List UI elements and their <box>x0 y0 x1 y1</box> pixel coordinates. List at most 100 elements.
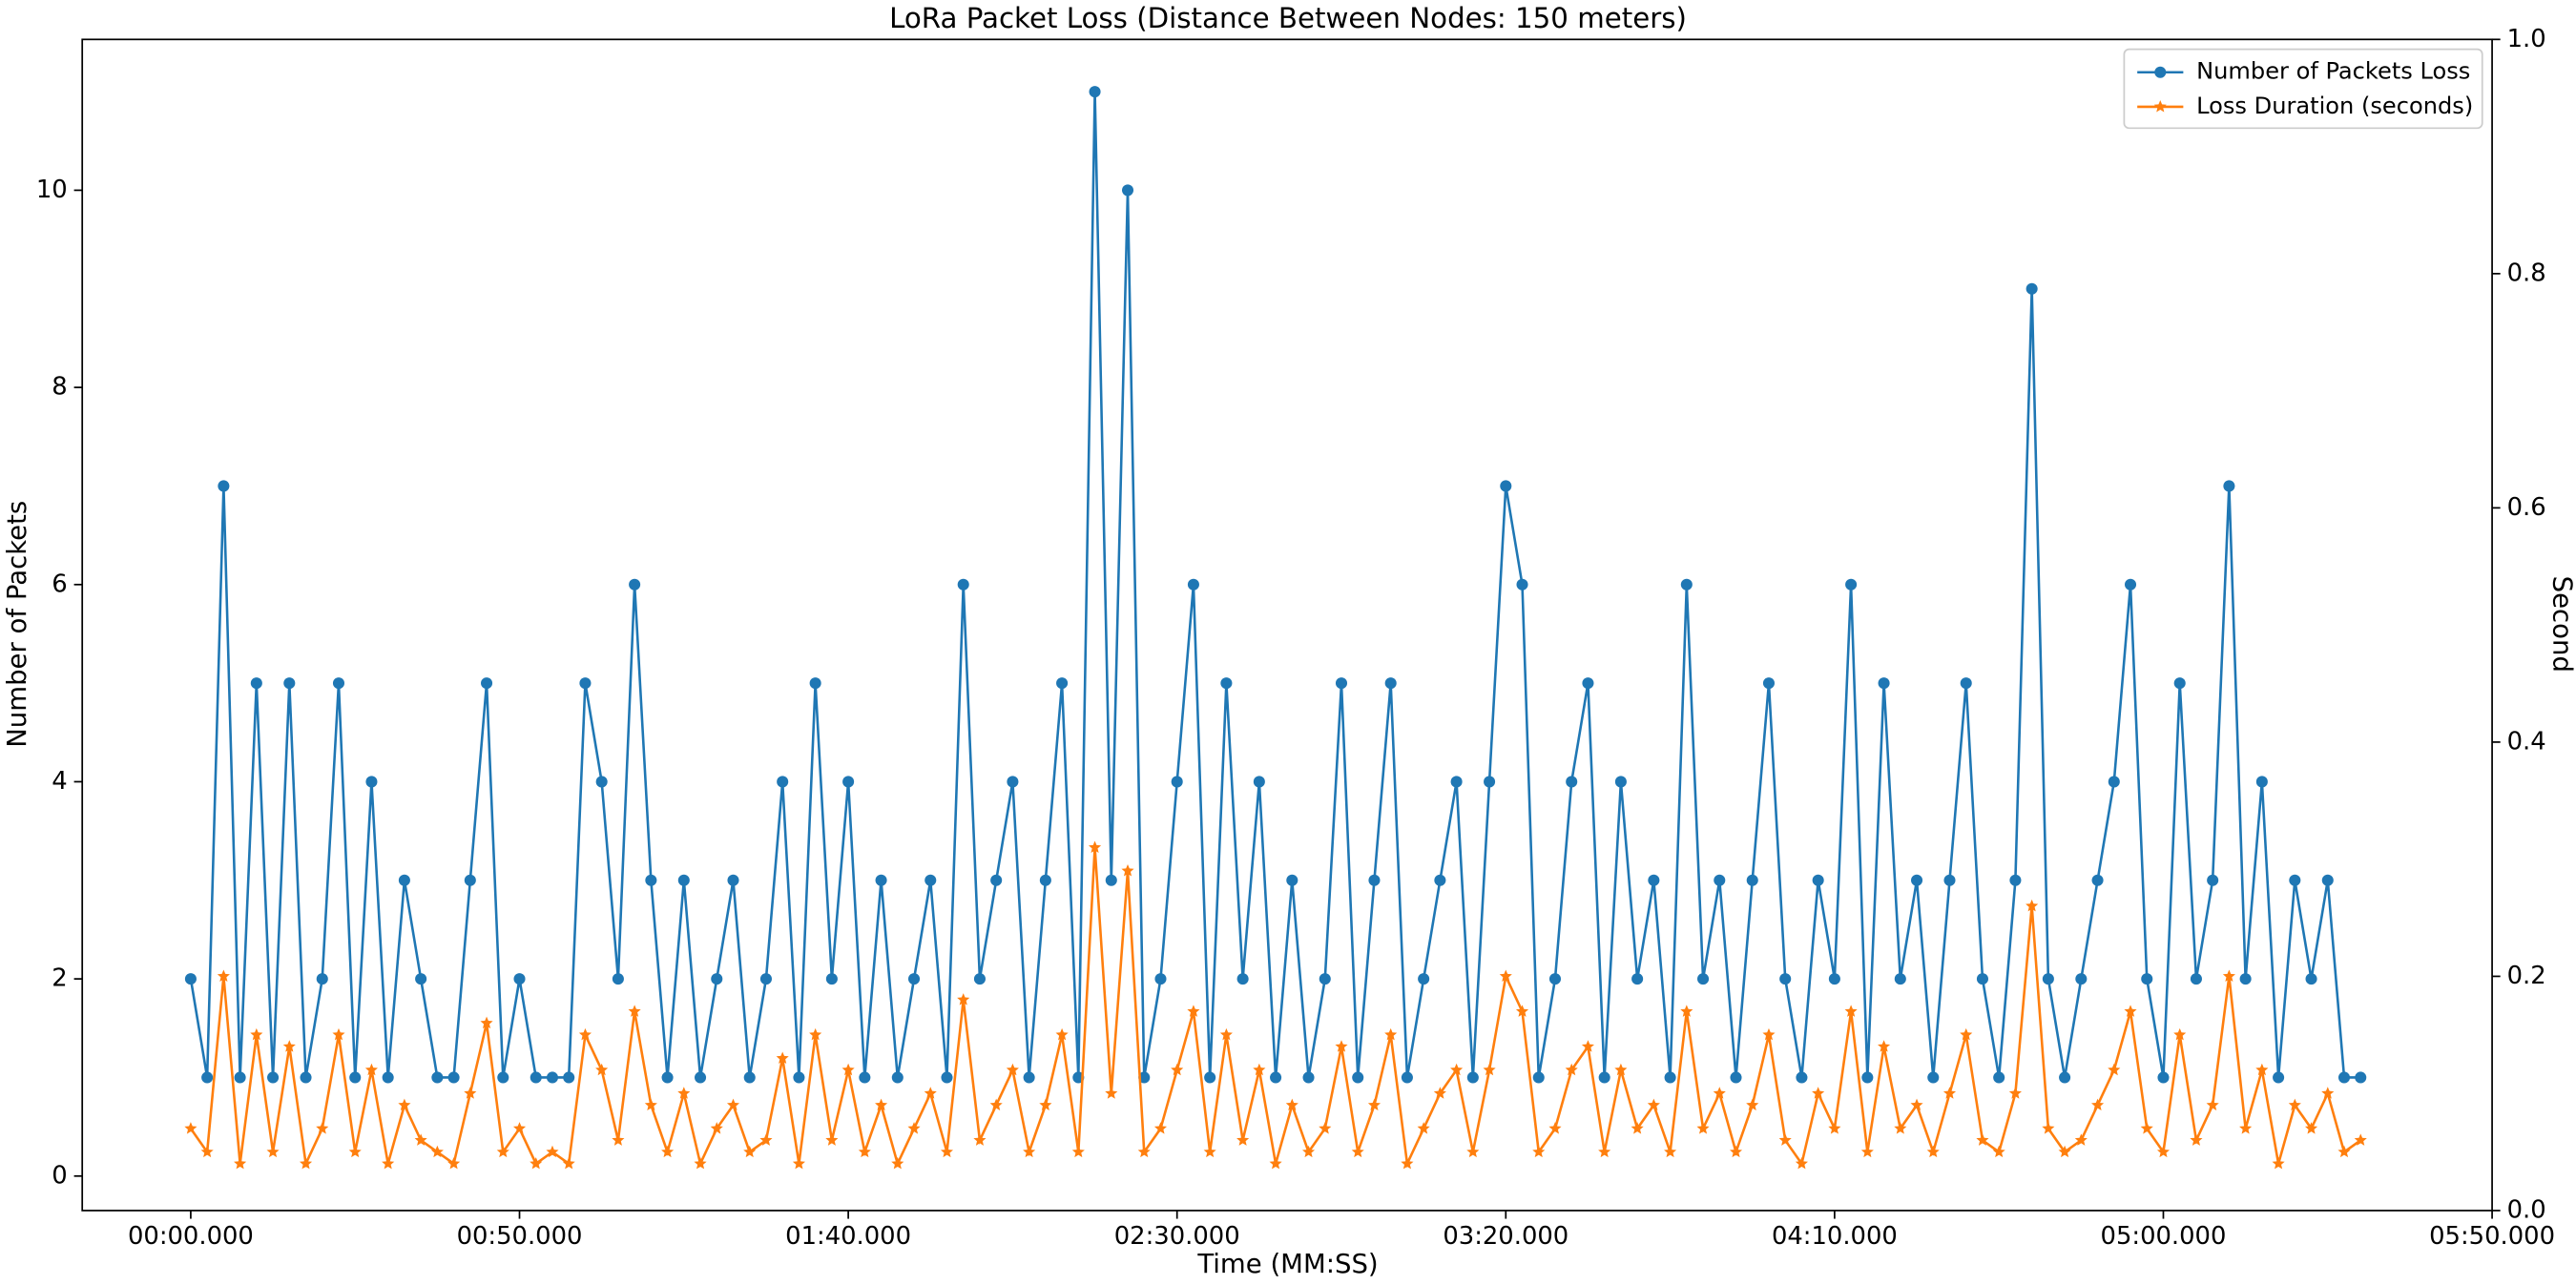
star-marker <box>1565 1063 1578 1076</box>
circle-marker <box>595 776 608 788</box>
star-marker <box>907 1122 921 1134</box>
star-marker <box>1121 864 1134 877</box>
y-tick-label: 0 <box>52 1161 67 1190</box>
circle-marker <box>1450 776 1463 788</box>
star-marker <box>1253 1063 1266 1076</box>
star-marker <box>973 1133 987 1146</box>
circle-marker <box>332 677 345 690</box>
circle-marker <box>1105 874 1117 886</box>
circle-marker <box>2075 973 2088 985</box>
star-marker <box>1894 1122 1907 1134</box>
star-marker <box>1729 1145 1743 1158</box>
circle-marker <box>1286 874 1298 886</box>
star-marker <box>1236 1133 1250 1146</box>
circle-marker <box>1779 973 1792 985</box>
circle-marker <box>1319 973 1331 985</box>
star-marker <box>1285 1098 1298 1111</box>
circle-marker <box>2009 874 2022 886</box>
circle-marker <box>645 874 657 886</box>
circle-marker <box>2255 776 2268 788</box>
circle-marker <box>234 1071 246 1084</box>
star-marker <box>957 993 970 1005</box>
circle-marker <box>1484 776 1496 788</box>
star-marker <box>1860 1145 1874 1158</box>
circle-marker <box>793 1071 805 1084</box>
circle-marker <box>2337 1071 2351 1084</box>
star-marker <box>1367 1098 1381 1111</box>
star-marker <box>661 1145 675 1158</box>
star-marker <box>710 1122 723 1134</box>
star-marker <box>1844 1005 1858 1017</box>
star-marker <box>348 1145 362 1158</box>
star-marker <box>595 1063 609 1076</box>
circle-marker <box>497 1071 509 1084</box>
star-marker <box>726 1098 740 1111</box>
star-marker <box>1746 1098 1759 1111</box>
circle-marker <box>2223 480 2235 492</box>
circle-marker <box>2157 1071 2170 1084</box>
star-marker <box>1631 1122 1644 1134</box>
star-marker <box>1153 1122 1168 1134</box>
circle-marker <box>1023 1071 1035 1084</box>
y2-tick-label: 0.0 <box>2507 1195 2546 1224</box>
circle-marker <box>1861 1071 1874 1084</box>
star-marker <box>743 1145 757 1158</box>
circle-marker <box>447 1071 460 1084</box>
star-marker <box>332 1027 345 1041</box>
star-marker <box>2140 1122 2153 1134</box>
circle-marker <box>382 1071 394 1084</box>
y-tick-label: 4 <box>52 767 67 796</box>
star-marker <box>2222 969 2235 983</box>
star-marker <box>1219 1027 1233 1041</box>
star-marker <box>891 1156 904 1170</box>
star-marker <box>562 1156 575 1170</box>
star-marker <box>1976 1133 1989 1146</box>
star-marker <box>1878 1040 1891 1052</box>
circle-marker <box>1204 1071 1216 1084</box>
y-tick-label: 8 <box>52 373 67 402</box>
circle-marker <box>218 480 230 492</box>
circle-marker <box>2355 1071 2367 1084</box>
circle-marker <box>1598 1071 1610 1084</box>
circle-marker <box>2173 677 2186 690</box>
circle-marker <box>1746 874 1758 886</box>
x-tick-label: 05:50.000 <box>2429 1222 2555 1251</box>
star-marker <box>2206 1098 2219 1111</box>
star-marker <box>1023 1145 1036 1158</box>
star-marker <box>1942 1087 1957 1099</box>
star-marker <box>447 1156 461 1170</box>
star-marker <box>1006 1063 1019 1076</box>
x-tick-label: 01:40.000 <box>785 1222 911 1251</box>
y-tick-label: 6 <box>52 570 67 598</box>
plot-frame <box>81 38 2493 1212</box>
circle-marker <box>1582 677 1594 690</box>
circle-marker <box>546 1071 558 1084</box>
star-marker <box>1450 1063 1464 1076</box>
star-marker <box>1532 1145 1546 1158</box>
x-tick-label: 03:20.000 <box>1443 1222 1568 1251</box>
star-marker <box>1598 1145 1611 1158</box>
star-marker <box>316 1122 329 1134</box>
star-marker <box>1713 1087 1726 1099</box>
circle-marker <box>1154 973 1167 985</box>
star-marker <box>1171 1063 1184 1076</box>
star-marker <box>1055 1027 1069 1041</box>
star-marker <box>1351 1145 1364 1158</box>
y2-tick-label: 0.8 <box>2507 259 2546 287</box>
circle-marker <box>1121 184 1134 197</box>
circle-marker <box>513 973 526 985</box>
circle-marker <box>2289 874 2301 886</box>
circle-marker <box>2025 282 2038 295</box>
circle-marker <box>1253 776 1265 788</box>
star-marker <box>1812 1087 1825 1099</box>
circle-marker <box>1007 776 1019 788</box>
circle-marker <box>267 1071 280 1084</box>
circle-marker <box>1828 973 1840 985</box>
star-marker <box>1483 1063 1496 1076</box>
circle-marker <box>1648 874 1660 886</box>
circle-marker <box>825 973 838 985</box>
circle-marker <box>711 973 723 985</box>
star-marker <box>2091 1098 2105 1111</box>
star-marker <box>1187 1005 1200 1017</box>
circle-marker <box>1680 578 1693 591</box>
